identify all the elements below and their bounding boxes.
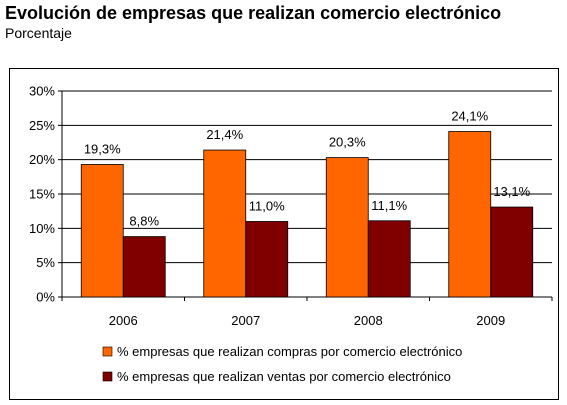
chart-title: Evolución de empresas que realizan comer… bbox=[5, 3, 502, 23]
bar bbox=[325, 157, 369, 298]
legend-swatch bbox=[102, 346, 113, 357]
legend-swatch bbox=[102, 371, 113, 382]
bar bbox=[80, 164, 124, 298]
data-label: 11,0% bbox=[249, 198, 285, 213]
x-tick-label: 2009 bbox=[476, 313, 505, 328]
y-tick-label: 25% bbox=[29, 118, 55, 133]
bar bbox=[490, 206, 534, 298]
x-tick-label: 2007 bbox=[231, 313, 260, 328]
chart-subtitle: Porcentaje bbox=[5, 25, 72, 41]
data-label: 11,1% bbox=[371, 198, 407, 213]
data-label: 24,1% bbox=[451, 109, 488, 124]
x-tick-label: 2006 bbox=[109, 313, 138, 328]
data-label: 19,3% bbox=[84, 141, 121, 156]
bar bbox=[122, 236, 166, 298]
y-tick-label: 0% bbox=[36, 290, 55, 305]
data-label: 8,8% bbox=[129, 214, 159, 229]
x-tick-label: 2008 bbox=[354, 313, 383, 328]
bar bbox=[448, 131, 492, 298]
y-tick-label: 10% bbox=[29, 221, 55, 236]
y-tick-label: 30% bbox=[29, 84, 55, 99]
data-label: 13,1% bbox=[493, 184, 530, 199]
y-tick-label: 20% bbox=[29, 152, 55, 167]
bar bbox=[367, 220, 411, 298]
legend-label: % empresas que realizan compras por come… bbox=[117, 344, 462, 359]
bar bbox=[203, 149, 247, 298]
y-tick-label: 15% bbox=[29, 187, 55, 202]
y-tick-label: 5% bbox=[36, 255, 55, 270]
data-label: 21,4% bbox=[206, 127, 243, 142]
bar bbox=[245, 221, 289, 298]
legend-label: % empresas que realizan ventas por comer… bbox=[117, 369, 451, 384]
data-label: 20,3% bbox=[329, 135, 366, 150]
